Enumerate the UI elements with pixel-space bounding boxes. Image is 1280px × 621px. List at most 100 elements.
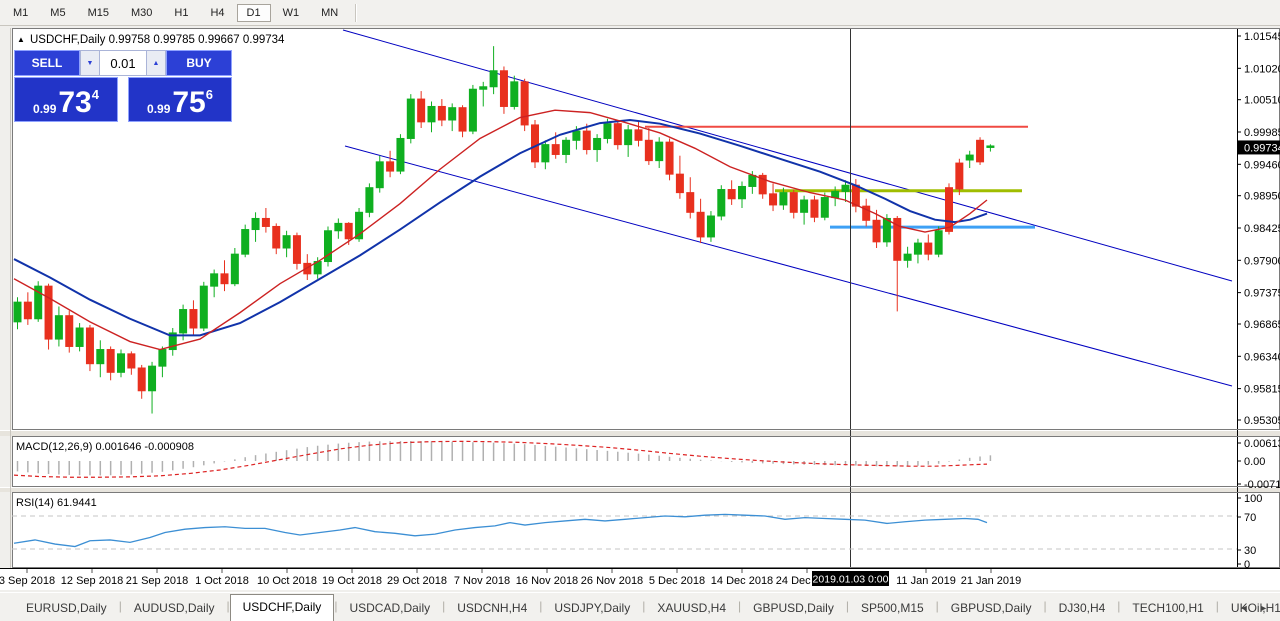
chart-tab-usdchf-daily[interactable]: USDCHF,Daily [229, 594, 335, 621]
candle-body [365, 187, 374, 213]
candle-body [738, 185, 746, 200]
buy-price-main: 75 [172, 86, 206, 119]
timeframe-button-mn[interactable]: MN [311, 4, 348, 22]
candle-body [603, 123, 612, 139]
timeframe-button-m1[interactable]: M1 [3, 4, 38, 22]
price-axis-label: 0.99985 [1244, 127, 1280, 139]
sell-button[interactable]: SELL [14, 50, 80, 76]
macd-axis-label: 0.00 [1244, 456, 1265, 468]
chart-tab-gbpusd-daily[interactable]: GBPUSD,Daily [950, 601, 1032, 615]
date-axis-label: 26 Nov 2018 [581, 575, 643, 587]
chart-title: USDCHF,Daily 0.99758 0.99785 0.99667 0.9… [30, 34, 285, 46]
chart-tab-usdcnh-h4[interactable]: USDCNH,H4 [457, 601, 528, 615]
timeframe-button-m5[interactable]: M5 [40, 4, 75, 22]
tab-separator: | [845, 599, 849, 613]
chart-tab-sp500-m15[interactable]: SP500,M15 [860, 601, 924, 615]
candle-body [65, 315, 74, 347]
date-axis-label: 21 Jan 2019 [961, 575, 1022, 587]
timeframe-button-h4[interactable]: H4 [200, 4, 234, 22]
tab-separator: | [642, 599, 646, 613]
date-axis-label: 14 Dec 2018 [711, 575, 773, 587]
candle-body [458, 107, 467, 132]
timeframe-toolbar: M1 M5 M15 M30 H1 H4 D1 W1 MN [0, 0, 1280, 26]
chart-tab-usdjpy-daily[interactable]: USDJPY,Daily [554, 601, 631, 615]
rsi-line [13, 513, 988, 548]
candle-body [96, 349, 105, 365]
chart-tab-usdcad-daily[interactable]: USDCAD,Daily [349, 601, 431, 615]
buy-button[interactable]: BUY [166, 50, 232, 76]
candle-body [520, 81, 529, 126]
timeframe-button-h1[interactable]: H1 [164, 4, 198, 22]
volume-input[interactable]: 0.01 [100, 50, 146, 76]
slow-ma-line [13, 118, 988, 337]
candle-body [913, 242, 922, 255]
candle-body [531, 124, 539, 163]
candle-body [862, 205, 871, 221]
candle-body [417, 98, 426, 123]
candle-body [758, 174, 767, 195]
candle-body [230, 253, 239, 285]
sell-price-prefix: 0.99 [33, 102, 57, 116]
candle-body [85, 327, 94, 365]
sell-price-pip: 4 [91, 87, 99, 102]
candle-body [117, 353, 125, 373]
candle-body [499, 70, 508, 107]
price-axis-label: 1.01020 [1244, 63, 1280, 75]
candle-body [292, 235, 301, 264]
volume-decrease-button[interactable]: ▼ [80, 50, 100, 76]
candle-body [168, 332, 177, 351]
date-axis-label: 1 Oct 2018 [195, 575, 249, 587]
candle-body [272, 225, 281, 249]
tab-separator: | [226, 599, 230, 613]
candle-body [976, 139, 985, 163]
sell-price-button[interactable]: 0.99 73 4 [14, 77, 118, 122]
candle-body [396, 137, 405, 172]
candle-body [510, 81, 519, 107]
fast-ma-line [13, 109, 988, 351]
candle-body [189, 309, 198, 329]
volume-increase-button[interactable]: ▲ [146, 50, 166, 76]
chart-tab-bar: EURUSD,Daily | AUDUSD,Daily | USDCHF,Daily | U… [0, 592, 1280, 621]
date-axis-label: 3 Sep 2018 [0, 575, 55, 587]
candle-body [75, 327, 84, 347]
price-axis-label: 0.98950 [1244, 191, 1280, 203]
candle-body [851, 184, 860, 207]
timeframe-button-m30[interactable]: M30 [121, 4, 162, 22]
chart-tab-ukoil-h1[interactable]: UKOil,H1 [1230, 601, 1280, 615]
main-chart-group [13, 29, 1233, 414]
timeframe-button-d1[interactable]: D1 [236, 3, 271, 22]
candle-body [748, 174, 757, 187]
price-axis-label: 0.95815 [1244, 384, 1280, 396]
price-axis-label: 0.98425 [1244, 223, 1280, 235]
candle-body [241, 229, 250, 255]
candle-body [282, 235, 291, 249]
candle-body [106, 349, 115, 373]
tab-separator: | [334, 599, 338, 613]
candle-body [220, 273, 229, 285]
candle-body [593, 137, 602, 151]
timeframe-button-w1[interactable]: W1 [273, 4, 310, 22]
date-axis-label: 11 Jan 2019 [896, 575, 956, 587]
chart-tab-xauusd-h4[interactable]: XAUUSD,H4 [657, 601, 727, 615]
chart-tab-tech100-h1[interactable]: TECH100,H1 [1132, 601, 1204, 615]
candle-body [903, 253, 912, 261]
chart-tab-dj30-h4[interactable]: DJ30,H4 [1058, 601, 1106, 615]
timeframe-button-m15[interactable]: M15 [78, 4, 119, 22]
collapse-triangle-icon: ▲ [17, 35, 25, 44]
buy-price-button[interactable]: 0.99 75 6 [128, 77, 232, 122]
tab-scroll-arrows[interactable]: ◄ ► [1239, 603, 1272, 613]
price-axis-label: 0.95305 [1244, 415, 1280, 427]
price-axis-label: 0.97375 [1244, 288, 1280, 300]
date-axis-bg [0, 569, 1280, 590]
macd-axis-label: 0.006137 [1244, 438, 1280, 450]
trade-panel-top-row: SELL ▼ 0.01 ▲ BUY [14, 50, 232, 76]
chart-tab-audusd-daily[interactable]: AUDUSD,Daily [133, 601, 215, 615]
macd-axis-label: -0.007142 [1244, 479, 1280, 491]
candle-body [717, 189, 726, 217]
chart-tab-eurusd-daily[interactable]: EURUSD,Daily [26, 601, 107, 615]
candle-body [872, 219, 881, 243]
chart-tab-gbpusd-daily[interactable]: GBPUSD,Daily [753, 601, 834, 615]
candle-body [810, 199, 819, 218]
buy-price-prefix: 0.99 [147, 102, 171, 116]
